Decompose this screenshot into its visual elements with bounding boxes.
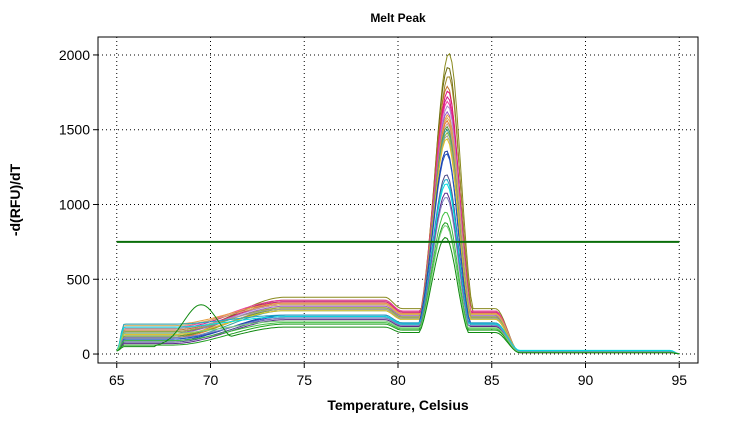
x-tick-label: 70 [203, 372, 219, 388]
x-axis-label: Temperature, Celsius [327, 397, 469, 413]
x-tick-label: 90 [578, 372, 594, 388]
series-line [116, 179, 680, 355]
x-axis-ticks: 65 70 75 80 85 90 95 [109, 363, 687, 388]
series-line [116, 236, 680, 355]
series-line [116, 183, 680, 355]
gridlines [98, 37, 698, 363]
chart-title: Melt Peak [370, 11, 426, 25]
series-lines [116, 52, 680, 355]
y-tick-label: 1000 [59, 196, 90, 212]
y-axis-ticks: 0 500 1000 1500 2000 [59, 47, 98, 362]
x-tick-label: 65 [109, 372, 125, 388]
x-tick-label: 95 [671, 372, 687, 388]
y-tick-label: 1500 [59, 122, 90, 138]
x-tick-label: 75 [296, 372, 312, 388]
y-tick-label: 0 [82, 346, 90, 362]
plot-area [97, 36, 699, 364]
y-tick-label: 500 [67, 271, 91, 287]
x-tick-label: 85 [484, 372, 500, 388]
y-tick-label: 2000 [59, 47, 90, 63]
x-tick-label: 80 [390, 372, 406, 388]
y-axis-label: -d(RFU)/dT [7, 163, 23, 236]
series-line [116, 224, 680, 355]
